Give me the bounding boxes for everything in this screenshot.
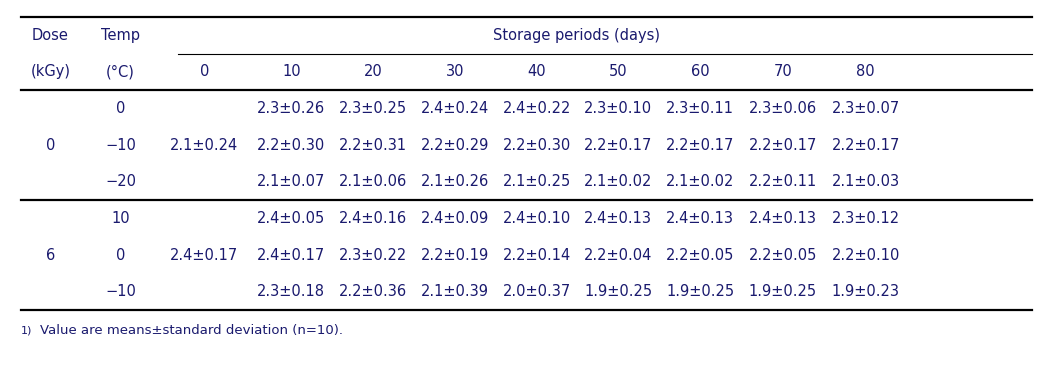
Text: 2.4±0.13: 2.4±0.13 xyxy=(749,211,816,226)
Text: 2.3±0.25: 2.3±0.25 xyxy=(339,101,408,116)
Text: 2.2±0.17: 2.2±0.17 xyxy=(665,138,735,153)
Text: Temp: Temp xyxy=(101,28,140,43)
Text: 2.2±0.04: 2.2±0.04 xyxy=(584,248,653,263)
Text: 2.2±0.14: 2.2±0.14 xyxy=(502,248,571,263)
Text: 2.3±0.12: 2.3±0.12 xyxy=(831,211,900,226)
Text: 2.4±0.05: 2.4±0.05 xyxy=(257,211,326,226)
Text: 2.2±0.11: 2.2±0.11 xyxy=(748,174,817,189)
Text: 2.3±0.11: 2.3±0.11 xyxy=(667,101,734,116)
Text: 2.1±0.07: 2.1±0.07 xyxy=(257,174,326,189)
Text: 2.1±0.25: 2.1±0.25 xyxy=(502,174,571,189)
Text: 2.2±0.30: 2.2±0.30 xyxy=(257,138,326,153)
Text: 2.1±0.24: 2.1±0.24 xyxy=(170,138,239,153)
Text: 2.3±0.18: 2.3±0.18 xyxy=(258,284,325,299)
Text: 20: 20 xyxy=(364,64,383,79)
Text: 2.2±0.17: 2.2±0.17 xyxy=(831,138,900,153)
Text: 2.2±0.29: 2.2±0.29 xyxy=(420,138,489,153)
Text: 2.1±0.02: 2.1±0.02 xyxy=(665,174,735,189)
Text: 2.2±0.05: 2.2±0.05 xyxy=(748,248,817,263)
Text: 2.4±0.13: 2.4±0.13 xyxy=(667,211,734,226)
Text: 1.9±0.25: 1.9±0.25 xyxy=(584,284,653,299)
Text: 2.1±0.06: 2.1±0.06 xyxy=(339,174,408,189)
Text: 30: 30 xyxy=(445,64,464,79)
Text: 2.4±0.13: 2.4±0.13 xyxy=(585,211,652,226)
Text: 2.3±0.26: 2.3±0.26 xyxy=(257,101,326,116)
Text: 0: 0 xyxy=(46,138,54,153)
Text: 1.9±0.25: 1.9±0.25 xyxy=(665,284,735,299)
Text: 2.3±0.10: 2.3±0.10 xyxy=(584,101,653,116)
Text: −10: −10 xyxy=(105,284,136,299)
Text: 2.2±0.17: 2.2±0.17 xyxy=(748,138,817,153)
Text: 2.2±0.17: 2.2±0.17 xyxy=(584,138,653,153)
Text: 2.2±0.30: 2.2±0.30 xyxy=(502,138,571,153)
Text: 2.4±0.17: 2.4±0.17 xyxy=(170,248,239,263)
Text: 2.2±0.19: 2.2±0.19 xyxy=(420,248,489,263)
Text: 2.3±0.06: 2.3±0.06 xyxy=(748,101,817,116)
Text: 0: 0 xyxy=(116,248,125,263)
Text: (kGy): (kGy) xyxy=(30,64,70,79)
Text: −20: −20 xyxy=(105,174,136,189)
Text: 2.1±0.26: 2.1±0.26 xyxy=(420,174,489,189)
Text: 2.0±0.37: 2.0±0.37 xyxy=(502,284,571,299)
Text: Dose: Dose xyxy=(31,28,69,43)
Text: 80: 80 xyxy=(856,64,875,79)
Text: 2.3±0.07: 2.3±0.07 xyxy=(831,101,900,116)
Text: 2.1±0.39: 2.1±0.39 xyxy=(421,284,488,299)
Text: 1.9±0.25: 1.9±0.25 xyxy=(748,284,817,299)
Text: (°C): (°C) xyxy=(106,64,135,79)
Text: 2.2±0.05: 2.2±0.05 xyxy=(665,248,735,263)
Text: 40: 40 xyxy=(527,64,546,79)
Text: Storage periods (days): Storage periods (days) xyxy=(493,28,660,43)
Text: 2.4±0.09: 2.4±0.09 xyxy=(420,211,489,226)
Text: 6: 6 xyxy=(46,248,54,263)
Text: 2.2±0.31: 2.2±0.31 xyxy=(339,138,408,153)
Text: 2.1±0.02: 2.1±0.02 xyxy=(584,174,653,189)
Text: 2.4±0.17: 2.4±0.17 xyxy=(257,248,326,263)
Text: 50: 50 xyxy=(609,64,628,79)
Text: 60: 60 xyxy=(691,64,709,79)
Text: 0: 0 xyxy=(200,64,209,79)
Text: 2.4±0.24: 2.4±0.24 xyxy=(420,101,489,116)
Text: 10: 10 xyxy=(282,64,301,79)
Text: 1): 1) xyxy=(21,325,32,335)
Text: 2.1±0.03: 2.1±0.03 xyxy=(831,174,900,189)
Text: 2.2±0.36: 2.2±0.36 xyxy=(339,284,408,299)
Text: 0: 0 xyxy=(116,101,125,116)
Text: 2.4±0.10: 2.4±0.10 xyxy=(502,211,571,226)
Text: 70: 70 xyxy=(773,64,792,79)
Text: 10: 10 xyxy=(111,211,130,226)
Text: 1.9±0.23: 1.9±0.23 xyxy=(832,284,899,299)
Text: 2.3±0.22: 2.3±0.22 xyxy=(339,248,408,263)
Text: −10: −10 xyxy=(105,138,136,153)
Text: 2.4±0.16: 2.4±0.16 xyxy=(339,211,408,226)
Text: 2.4±0.22: 2.4±0.22 xyxy=(502,101,571,116)
Text: 2.2±0.10: 2.2±0.10 xyxy=(831,248,900,263)
Text: Value are means±standard deviation (n=10).: Value are means±standard deviation (n=10… xyxy=(40,324,343,336)
